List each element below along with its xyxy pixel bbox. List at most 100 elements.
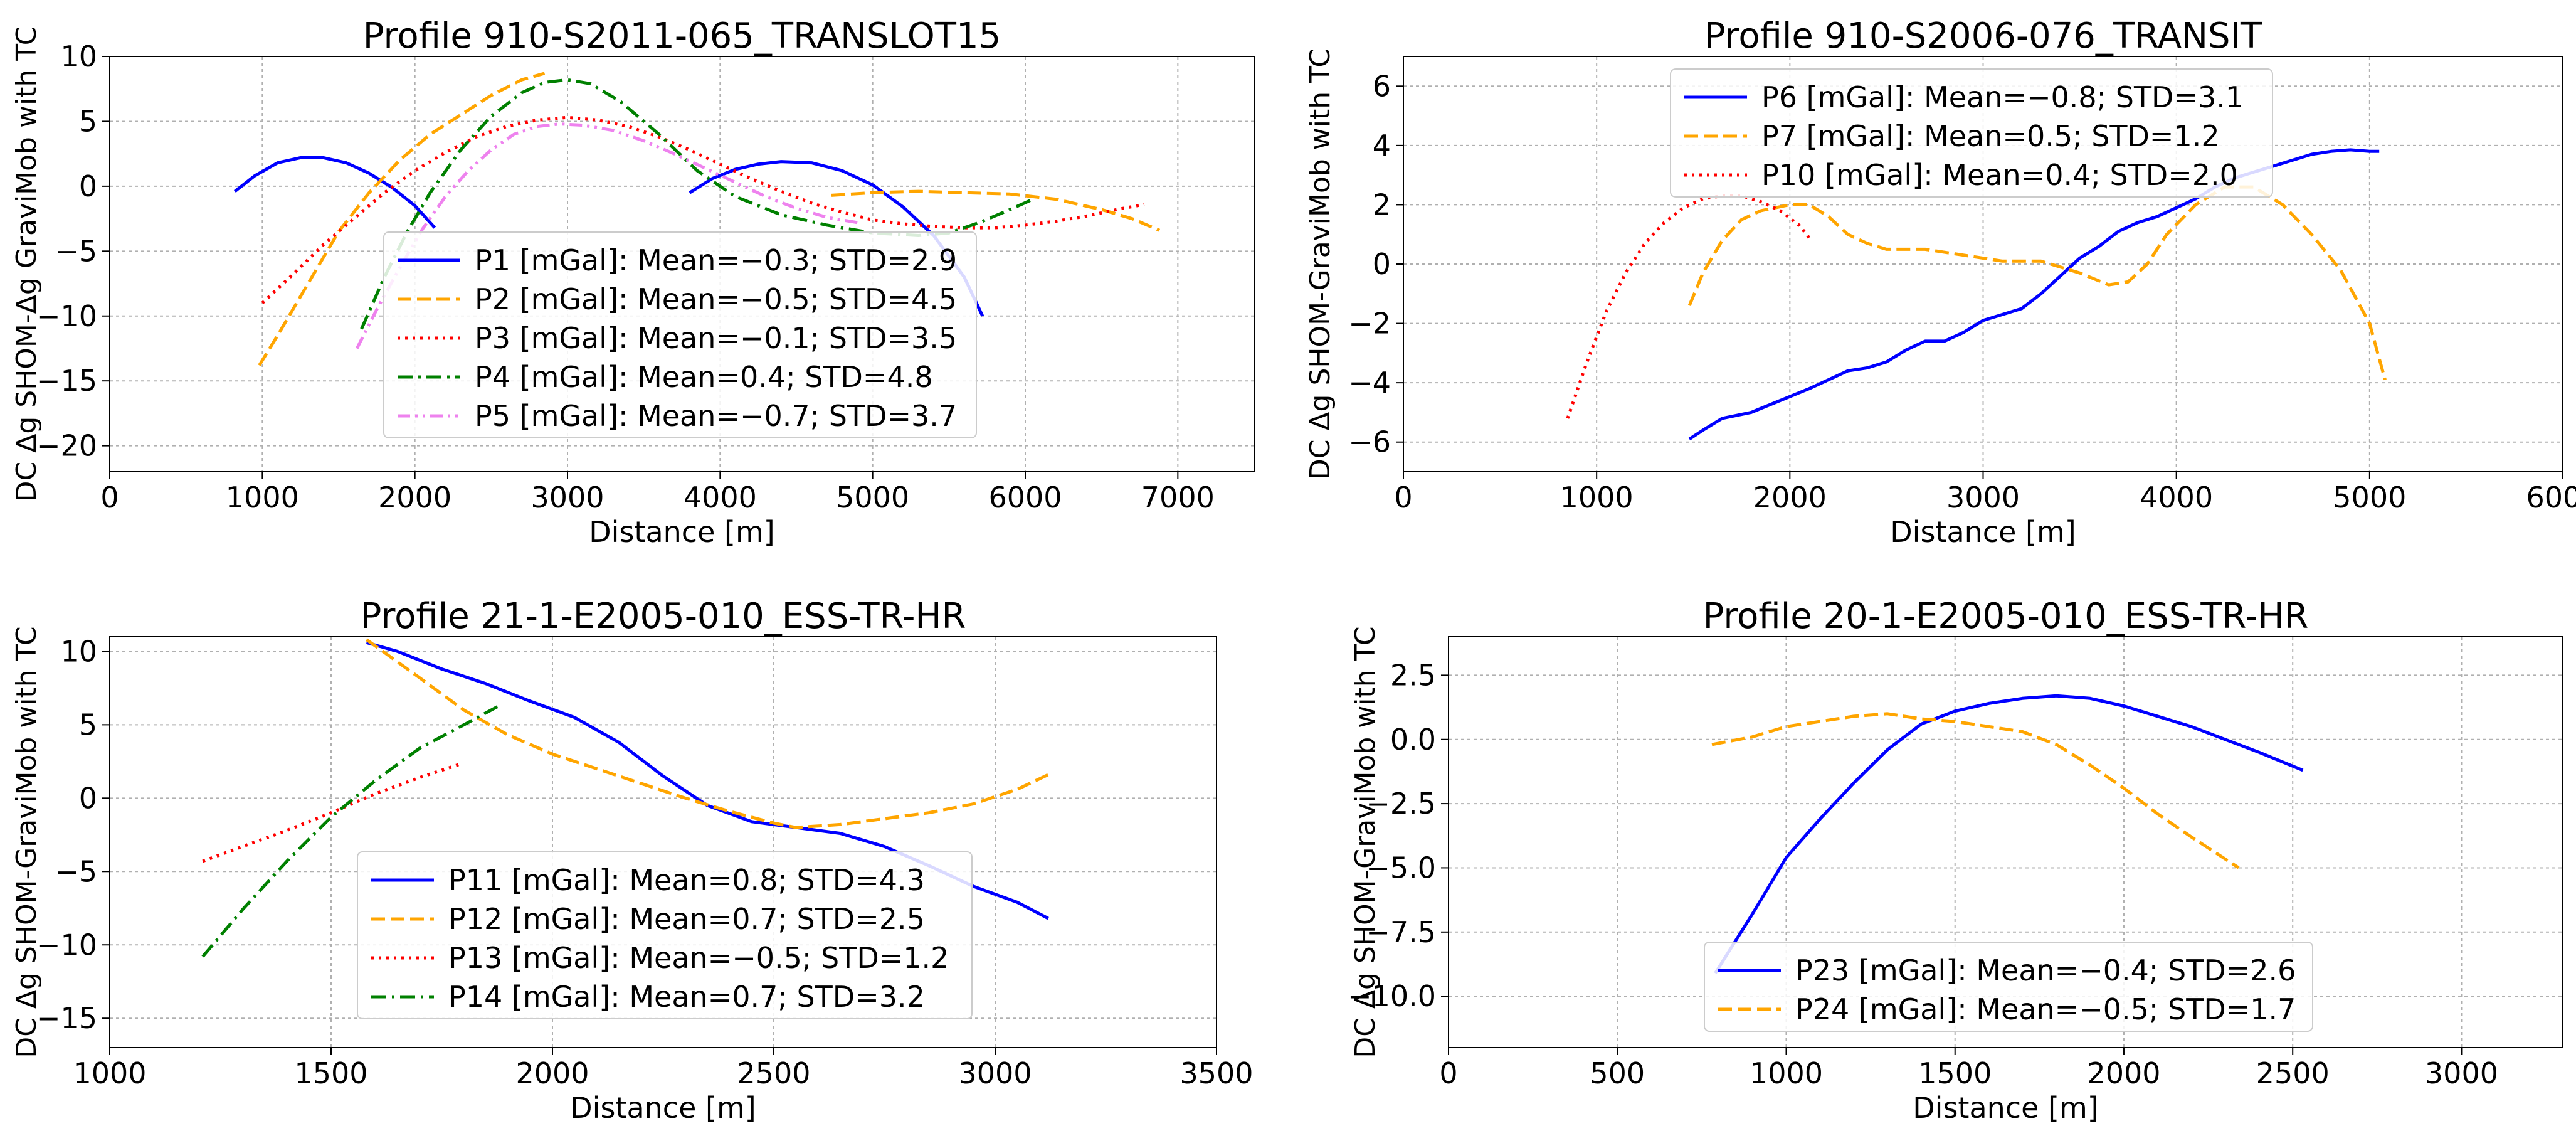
y-tick-label: −4 <box>1348 366 1391 400</box>
legend-label-3: P10 [mGal]: Mean=0.4; STD=2.0 <box>1761 158 2238 192</box>
subplot-3: 1000 1500 2000 2500 3000 3500 −15 −10 −5 0 5 10 Prof… <box>11 596 1254 1125</box>
subplot-1: 0 1000 2000 3000 4000 5000 6000 7000 −20 −15 −10 −5… <box>11 16 1255 549</box>
x-tick-label: 2500 <box>737 1056 810 1090</box>
series-line-4 <box>201 704 500 958</box>
x-tick-label: 6000 <box>2526 481 2576 514</box>
x-tick-label: 3500 <box>1180 1056 1253 1090</box>
x-tick-label: 1000 <box>226 481 299 514</box>
x-tick-label: 2000 <box>2087 1056 2160 1090</box>
series-line-2-seg1 <box>258 72 546 366</box>
y-tick-label: 0.0 <box>1390 723 1436 757</box>
legend-box <box>383 231 977 438</box>
series-line-1-seg1 <box>233 156 436 229</box>
x-axis-label: Distance [m] <box>589 515 774 549</box>
subplot-2: 0 1000 2000 3000 4000 5000 6000 −6 −4 −2 0 2 4 6 Profi… <box>1304 16 2576 549</box>
legend-label-2: P24 [mGal]: Mean=−0.5; STD=1.7 <box>1795 992 2296 1026</box>
y-tick-label: 6 <box>1373 69 1391 103</box>
x-tick-label: 2500 <box>2256 1056 2330 1090</box>
series-line-3 <box>1566 194 1813 419</box>
legend-box <box>1670 68 2273 198</box>
y-tick-label: −5.0 <box>1366 851 1436 884</box>
subplot-title: Profile 910-S2011-065_TRANSLOT15 <box>363 16 1001 56</box>
x-tick-label: 1000 <box>1560 481 1634 514</box>
series-line-3 <box>202 763 460 863</box>
y-tick-label: −15 <box>36 1001 97 1035</box>
y-tick-label: −2.5 <box>1366 787 1436 821</box>
legend-label-1: P23 [mGal]: Mean=−0.4; STD=2.6 <box>1795 953 2296 987</box>
y-tick-label: 5 <box>79 104 97 138</box>
y-axis-label: DC Δg SHOM-GraviMob with TC <box>11 626 43 1058</box>
y-tick-label: 0 <box>1373 247 1391 281</box>
y-tick-label: 2.5 <box>1390 658 1436 692</box>
x-tick-label: 0 <box>100 481 119 514</box>
x-tick-label: 2000 <box>515 1056 589 1090</box>
series-line-4 <box>360 78 1034 330</box>
x-axis-label: Distance [m] <box>570 1091 756 1125</box>
y-tick-label: 0 <box>79 169 97 203</box>
y-axis-label: DC Δg SHOM-GraviMob with TC <box>1304 48 1336 480</box>
x-tick-label: 2000 <box>378 481 451 514</box>
y-tick-label: 10 <box>60 40 97 73</box>
series-line-2-seg2 <box>831 189 1161 232</box>
x-tick-label: 5000 <box>2333 481 2406 514</box>
y-tick-label: 5 <box>79 708 97 741</box>
x-tick-label: 3000 <box>531 481 604 514</box>
x-tick-label: 5000 <box>836 481 909 514</box>
axes-frame <box>109 636 1217 1048</box>
y-tick-label: −20 <box>36 429 97 463</box>
y-axis-label: DC Δg SHOM-GraviMob with TC <box>1349 626 1381 1058</box>
legend-label-3: P13 [mGal]: Mean=−0.5; STD=1.2 <box>448 941 949 975</box>
x-tick-label: 6000 <box>988 481 1062 514</box>
subplot-4: 0 500 1000 1500 2000 2500 3000 −10.0 −7.5 −5.0 −2.… <box>1348 596 2563 1125</box>
legend-box <box>1704 942 2313 1032</box>
legend-label-3: P3 [mGal]: Mean=−0.1; STD=3.5 <box>475 321 957 355</box>
series-line-5 <box>355 122 858 349</box>
x-tick-label: 1000 <box>1750 1056 1823 1090</box>
series-line-1 <box>1714 694 2304 974</box>
x-tick-label: 1500 <box>294 1056 367 1090</box>
y-tick-label: 0 <box>79 781 97 815</box>
y-tick-label: −15 <box>36 364 97 398</box>
y-tick-label: −5 <box>55 234 97 268</box>
legend-box <box>357 851 973 1019</box>
y-tick-label: 2 <box>1373 188 1391 221</box>
y-axis-label: DC Δg SHOM-Δg GraviMob with TC <box>11 26 43 502</box>
legend-label-4: P14 [mGal]: Mean=0.7; STD=3.2 <box>448 980 925 1014</box>
legend-label-2: P2 [mGal]: Mean=−0.5; STD=4.5 <box>475 282 957 316</box>
x-tick-label: 3000 <box>1946 481 2020 514</box>
legend-label-2: P7 [mGal]: Mean=0.5; STD=1.2 <box>1761 119 2220 153</box>
legend-label-1: P6 [mGal]: Mean=−0.8; STD=3.1 <box>1761 80 2244 114</box>
x-tick-label: 3000 <box>2425 1056 2498 1090</box>
legend-label-1: P11 [mGal]: Mean=0.8; STD=4.3 <box>448 863 925 897</box>
y-tick-label: −10 <box>36 928 97 962</box>
y-tick-label: −10.0 <box>1348 979 1436 1013</box>
x-axis-label: Distance [m] <box>1913 1091 2098 1125</box>
subplot-title: Profile 20-1-E2005-010_ESS-TR-HR <box>1703 596 2309 637</box>
subplot-title: Profile 21-1-E2005-010_ESS-TR-HR <box>361 596 966 637</box>
y-tick-label: −10 <box>36 299 97 333</box>
y-tick-label: −2 <box>1348 307 1391 341</box>
legend-label-2: P12 [mGal]: Mean=0.7; STD=2.5 <box>448 902 925 936</box>
series-line-2 <box>1687 185 2387 381</box>
x-tick-label: 4000 <box>684 481 757 514</box>
x-tick-label: 7000 <box>1141 481 1215 514</box>
x-tick-label: 0 <box>1394 481 1412 514</box>
x-tick-label: 500 <box>1590 1056 1645 1090</box>
axes-frame <box>1448 636 2563 1048</box>
x-tick-label: 3000 <box>958 1056 1032 1090</box>
x-axis-label: Distance [m] <box>1890 515 2076 549</box>
x-tick-label: 1500 <box>1918 1056 1992 1090</box>
y-tick-label: −6 <box>1348 425 1391 459</box>
legend-label-4: P4 [mGal]: Mean=0.4; STD=4.8 <box>475 360 933 394</box>
subplot-title: Profile 910-S2006-076_TRANSIT <box>1704 16 2262 56</box>
x-tick-label: 0 <box>1439 1056 1457 1090</box>
x-tick-label: 4000 <box>2140 481 2213 514</box>
plot-area <box>1711 694 2304 974</box>
series-line-1 <box>1688 148 2380 441</box>
x-tick-label: 2000 <box>1753 481 1827 514</box>
x-tick-label: 1000 <box>73 1056 146 1090</box>
axes-frame <box>109 56 1255 472</box>
y-tick-label: −7.5 <box>1366 915 1436 949</box>
y-tick-label: −5 <box>55 854 97 888</box>
